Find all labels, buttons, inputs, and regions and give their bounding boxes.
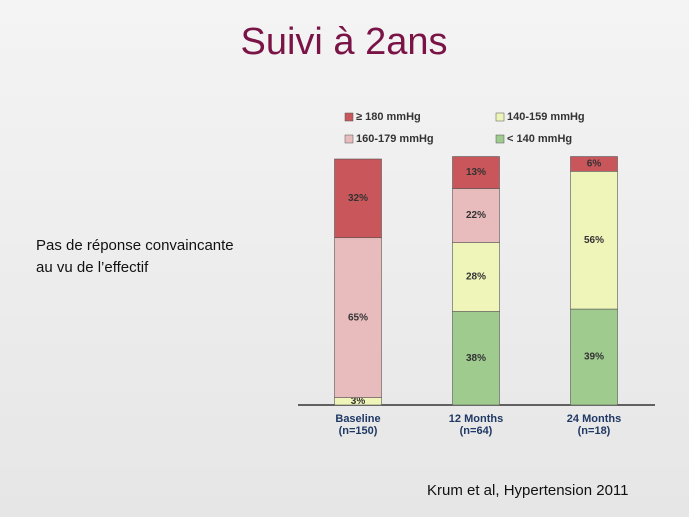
slide-title: Suivi à 2ans [240,21,447,63]
note-text: au vu de l’effectif [36,259,149,276]
bar-segment [452,311,500,406]
data-label: 3% [351,396,366,407]
bar-segment [452,156,500,189]
data-label: 65% [348,312,368,323]
x-tick-label: (n=18) [578,425,611,437]
bar-segment [334,237,382,398]
x-tick-label: 24 Months [567,413,621,425]
bar-segment [570,308,618,406]
data-label: 13% [466,167,486,178]
bar-segment [570,156,618,172]
note-text: Pas de réponse convaincante [36,237,234,254]
legend-label: 160-179 mmHg [356,133,434,145]
bar-segment [452,188,500,243]
legend-label: < 140 mmHg [507,133,572,145]
x-tick-label: (n=150) [339,425,378,437]
source-text: Krum et al, Hypertension 2011 [427,482,629,499]
x-tick-label: (n=64) [460,425,493,437]
bar-segment [570,171,618,310]
bar-segment [452,242,500,312]
legend-swatch [495,112,505,122]
x-tick-label: 12 Months [449,413,503,425]
legend-label: ≥ 180 mmHg [356,111,421,123]
data-label: 28% [466,272,486,283]
bar-segment [334,158,382,239]
data-label: 56% [584,235,604,246]
data-label: 6% [587,159,602,170]
data-label: 39% [584,352,604,363]
legend-label: 140-159 mmHg [507,111,585,123]
legend-swatch [344,112,354,122]
data-label: 32% [348,193,368,204]
data-label: 22% [466,210,486,221]
legend-swatch [495,134,505,144]
x-tick-label: Baseline [335,413,380,425]
data-label: 38% [466,353,486,364]
legend-swatch [344,134,354,144]
